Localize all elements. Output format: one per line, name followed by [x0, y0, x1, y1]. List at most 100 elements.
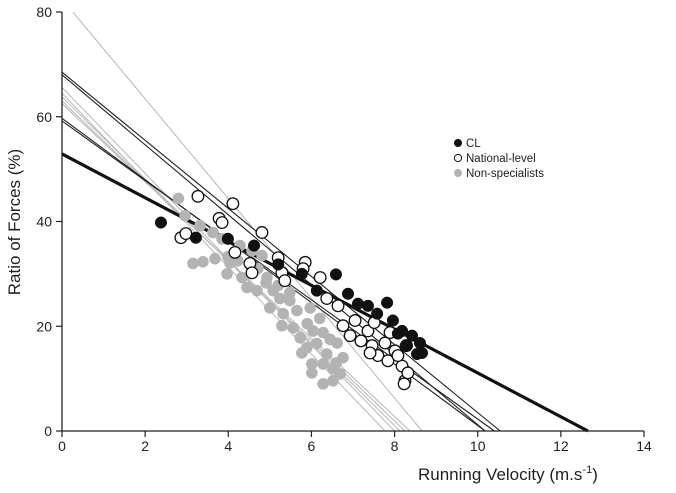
x-tick-label: 2 [141, 438, 149, 454]
point-national-level [320, 292, 334, 305]
point-cl [310, 284, 323, 297]
point-national-level [313, 271, 327, 284]
point-cl [415, 346, 429, 360]
point-non-specialists [306, 358, 318, 370]
point-non-specialists [306, 367, 318, 379]
legend-label-nonspecialists: Non-specialists [466, 168, 544, 180]
point-national-level [336, 319, 350, 333]
point-cl [248, 239, 261, 252]
point-non-specialists [179, 209, 191, 222]
point-non-specialists [251, 284, 263, 297]
regression-line-non-specialists [72, 11, 423, 432]
x-tick-label: 6 [308, 438, 316, 454]
point-non-specialists [284, 294, 296, 307]
point-national-level [331, 299, 345, 313]
point-national-level [215, 216, 229, 229]
point-cl [351, 297, 365, 310]
point-cl [386, 314, 399, 327]
y-tick-label: 20 [36, 318, 52, 334]
point-cl [361, 299, 375, 312]
point-non-specialists [304, 302, 316, 314]
legend-label-national: National-level [466, 153, 536, 165]
x-tick-label: 10 [470, 438, 486, 454]
point-non-specialists [296, 347, 308, 359]
point-cl [381, 296, 394, 309]
point-non-specialists [207, 226, 219, 239]
point-national-level [378, 336, 392, 350]
point-non-specialists [187, 257, 199, 270]
point-national-level [226, 197, 240, 211]
point-cl [221, 232, 234, 245]
regression-line-national-level [61, 117, 486, 432]
point-cl [272, 258, 285, 271]
legend-marker-nonspecialists [454, 169, 462, 177]
point-non-specialists [236, 271, 248, 284]
y-tick-label: 60 [36, 109, 52, 125]
point-non-specialists [294, 331, 307, 344]
point-national-level [381, 354, 395, 368]
x-tick-label: 8 [391, 438, 399, 454]
point-non-specialists [291, 304, 303, 317]
point-non-specialists [321, 348, 333, 360]
point-non-specialists [194, 219, 206, 232]
x-axis-label-main: Running Velocity (m.s [418, 465, 582, 484]
point-non-specialists [301, 317, 314, 330]
x-tick-label: 0 [58, 438, 66, 454]
point-national-level [245, 266, 259, 280]
point-national-level [348, 314, 362, 327]
legend: CL National-level Non-specialists [453, 138, 544, 180]
point-non-specialists [287, 322, 299, 334]
point-cl [154, 216, 167, 229]
point-non-specialists [209, 252, 221, 265]
regression-line-national-level [61, 74, 486, 432]
regression-line-national-level [61, 71, 501, 432]
point-national-level [191, 189, 205, 203]
y-tick-label: 0 [44, 423, 52, 439]
point-non-specialists [330, 357, 343, 369]
point-non-specialists [313, 312, 326, 325]
point-national-level [278, 274, 292, 288]
point-national-level [391, 349, 405, 363]
point-non-specialists [324, 333, 336, 346]
point-non-specialists [317, 358, 329, 370]
point-national-level [401, 366, 415, 380]
tick-labels: 0 20 40 60 80 0 2 4 6 8 10 12 14 [36, 4, 652, 454]
legend-marker-cl [454, 139, 462, 147]
point-non-specialists [277, 307, 289, 320]
regression-line-non-specialists [61, 103, 411, 432]
point-non-specialists [256, 249, 268, 262]
point-non-specialists [221, 268, 233, 280]
x-axis-label: Running Velocity (m.s-1) [418, 464, 598, 484]
point-non-specialists [197, 256, 209, 268]
x-axis-label-sup: -1 [582, 464, 592, 476]
point-non-specialists [267, 284, 279, 297]
point-cl [371, 307, 384, 320]
point-national-level [228, 245, 242, 259]
x-axis-label-close: ) [592, 465, 598, 484]
point-national-level [397, 377, 411, 391]
point-non-specialists [276, 319, 288, 332]
point-non-specialists [311, 337, 323, 350]
y-tick-label: 40 [36, 214, 52, 230]
point-non-specialists [172, 192, 185, 205]
point-non-specialists [327, 374, 339, 387]
point-non-specialists [264, 302, 276, 314]
point-national-level [354, 334, 368, 348]
x-tick-label: 4 [224, 438, 232, 454]
y-tick-label: 80 [36, 4, 52, 20]
data-points [154, 189, 429, 391]
y-axis-label: Ratio of Forces (%) [5, 149, 24, 295]
x-tick-label: 14 [636, 438, 652, 454]
point-national-level [363, 346, 377, 360]
axes [56, 11, 645, 437]
point-cl [341, 287, 355, 300]
point-national-level [343, 329, 357, 343]
point-cl [405, 329, 419, 342]
point-non-specialists [274, 292, 286, 305]
point-cl [413, 336, 426, 350]
x-tick-label: 12 [553, 438, 569, 454]
point-non-specialists [317, 378, 329, 390]
point-national-level [255, 226, 269, 239]
legend-label-cl: CL [466, 138, 481, 150]
